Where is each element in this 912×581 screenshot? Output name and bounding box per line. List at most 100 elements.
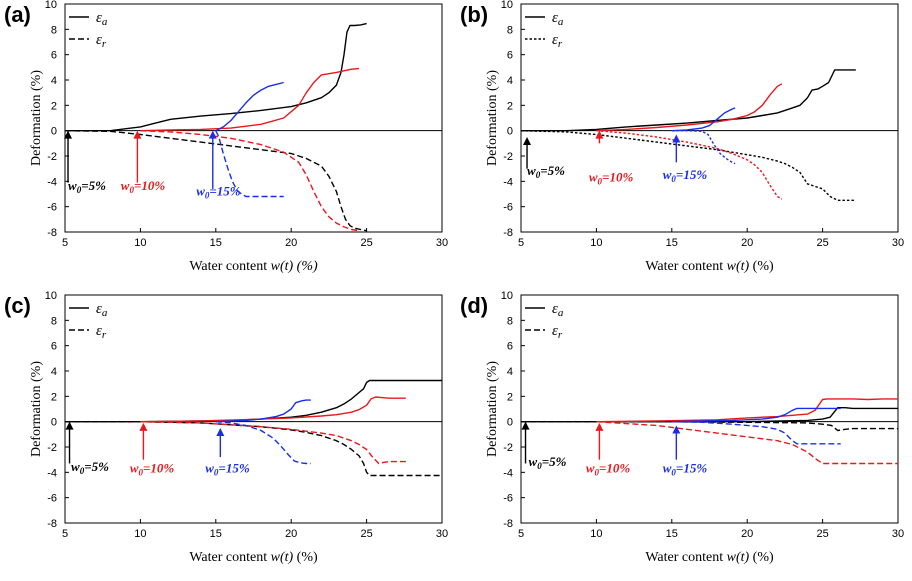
series-black-dotted: [520, 130, 856, 202]
y-tick-label: 0: [51, 417, 57, 429]
y-tick-label: 0: [51, 126, 57, 138]
x-tick-label: 30: [436, 237, 448, 249]
x-tick-label: 5: [62, 237, 68, 249]
y-tick-label: 8: [51, 315, 57, 327]
x-tick-label: 30: [436, 528, 448, 540]
arrow-head: [216, 428, 225, 436]
x-axis-title: Water content w(t) (%): [189, 550, 318, 565]
panel-b: 5 10 15 20 25 30 -8 -6 -4 -2 0 2 4 6 8 10 Water content …: [456, 0, 912, 290]
y-tick-label: 8: [51, 24, 57, 36]
annotation-label: w0=5%: [529, 454, 567, 471]
plot-frame: [64, 294, 443, 524]
y-tick-label: -2: [503, 442, 513, 454]
x-tick-label: 5: [518, 528, 524, 540]
series-blue-dashed: [215, 421, 311, 465]
arrow-head: [133, 130, 142, 139]
series-black-dashed: [64, 130, 367, 232]
annotation-label: w0=10%: [586, 460, 631, 477]
annotation-label: w0=15%: [205, 460, 250, 477]
legend-label: εr: [96, 323, 107, 341]
x-tick-label: 5: [518, 237, 524, 249]
series-red-dashed: [596, 421, 898, 465]
plot-frame: [64, 3, 443, 233]
arrow-head: [672, 134, 681, 143]
legend-label: εa: [552, 10, 564, 28]
x-tick-label: 25: [816, 528, 828, 540]
legend-label: εr: [96, 32, 107, 50]
arrow-head: [595, 130, 604, 139]
y-tick-label: 4: [507, 366, 513, 378]
y-tick-label: -8: [503, 227, 513, 239]
arrow-head: [64, 130, 73, 139]
arrow-head: [139, 422, 148, 431]
x-tick-label: 15: [210, 237, 222, 249]
y-tick-label: -8: [47, 227, 57, 239]
series-red-solid: [596, 83, 783, 132]
x-axis-title: Water content w(t) (%): [645, 259, 774, 274]
annotation-label: w0=5%: [71, 459, 109, 476]
series-black-dashed: [65, 420, 442, 477]
y-tick-label: 2: [51, 391, 57, 403]
y-axis-title: Deformation (%): [485, 70, 500, 166]
series-blue-solid: [215, 81, 284, 132]
legend-label: εr: [552, 32, 563, 50]
panel-label: (a): [4, 2, 31, 27]
x-tick-label: 15: [666, 237, 678, 249]
y-tick-label: 6: [51, 50, 57, 62]
y-tick-label: -2: [47, 151, 57, 163]
x-tick-label: 15: [666, 528, 678, 540]
series-blue-dashed: [671, 421, 841, 445]
x-tick-label: 20: [741, 237, 753, 249]
y-tick-label: 0: [507, 126, 513, 138]
x-tick-label: 10: [134, 237, 146, 249]
annotation-label: w0=15%: [663, 167, 708, 184]
y-tick-label: -6: [47, 202, 57, 214]
series-blue-solid: [215, 399, 311, 423]
x-tick-label: 25: [360, 237, 372, 249]
panel-label: (d): [460, 293, 488, 318]
y-tick-label: 4: [51, 75, 57, 87]
x-tick-label: 15: [210, 528, 222, 540]
y-tick-label: 6: [507, 50, 513, 62]
arrow-head: [208, 130, 217, 139]
legend-label: εa: [96, 10, 108, 28]
series-black-solid: [65, 22, 367, 132]
x-tick-label: 10: [134, 528, 146, 540]
legend-label: εr: [552, 323, 563, 341]
y-tick-label: 10: [45, 0, 57, 11]
chart-d: 5 10 15 20 25 30 -8 -6 -4 -2 0 2 4 6 8 10 Water content …: [460, 290, 904, 565]
series-red-dashed: [140, 421, 406, 465]
series-black-solid: [521, 69, 856, 132]
y-tick-label: 0: [507, 417, 513, 429]
panel-label: (b): [460, 2, 488, 27]
y-tick-label: 2: [51, 100, 57, 112]
x-tick-label: 5: [62, 528, 68, 540]
series-blue-dotted: [671, 129, 736, 165]
panel-label: (c): [4, 293, 31, 318]
plot-frame: [520, 3, 899, 233]
annotation-label: w0=10%: [589, 169, 634, 186]
chart-b: 5 10 15 20 25 30 -8 -6 -4 -2 0 2 4 6 8 10 Water content …: [460, 0, 904, 274]
y-tick-label: -2: [47, 442, 57, 454]
y-tick-label: -4: [503, 176, 513, 188]
y-axis-title: Deformation (%): [29, 361, 44, 457]
y-tick-label: -8: [503, 518, 513, 530]
series-red-dotted: [596, 130, 783, 200]
y-tick-label: 8: [507, 315, 513, 327]
x-tick-label: 20: [285, 528, 297, 540]
series-black-solid: [521, 406, 898, 423]
y-tick-label: -6: [503, 202, 513, 214]
series-black-solid: [65, 379, 442, 423]
panel-d: 5 10 15 20 25 30 -8 -6 -4 -2 0 2 4 6 8 10 Water content …: [456, 290, 912, 581]
y-tick-label: -4: [47, 176, 57, 188]
y-axis-title: Deformation (%): [29, 70, 44, 166]
y-tick-label: -6: [47, 493, 57, 505]
y-tick-label: -4: [47, 467, 57, 479]
y-axis-title: Deformation (%): [485, 361, 500, 457]
y-tick-label: 4: [507, 75, 513, 87]
arrow-head: [595, 422, 604, 431]
chart-c: 5 10 15 20 25 30 -8 -6 -4 -2 0 2 4 6 8 10 Water content …: [4, 290, 448, 565]
chart-a: 5 10 15 20 25 30 -8 -6 -4 -2 0 2 4 6 8 10 Water content …: [4, 0, 448, 274]
series-blue-solid: [671, 107, 736, 132]
y-tick-label: 10: [501, 0, 513, 11]
